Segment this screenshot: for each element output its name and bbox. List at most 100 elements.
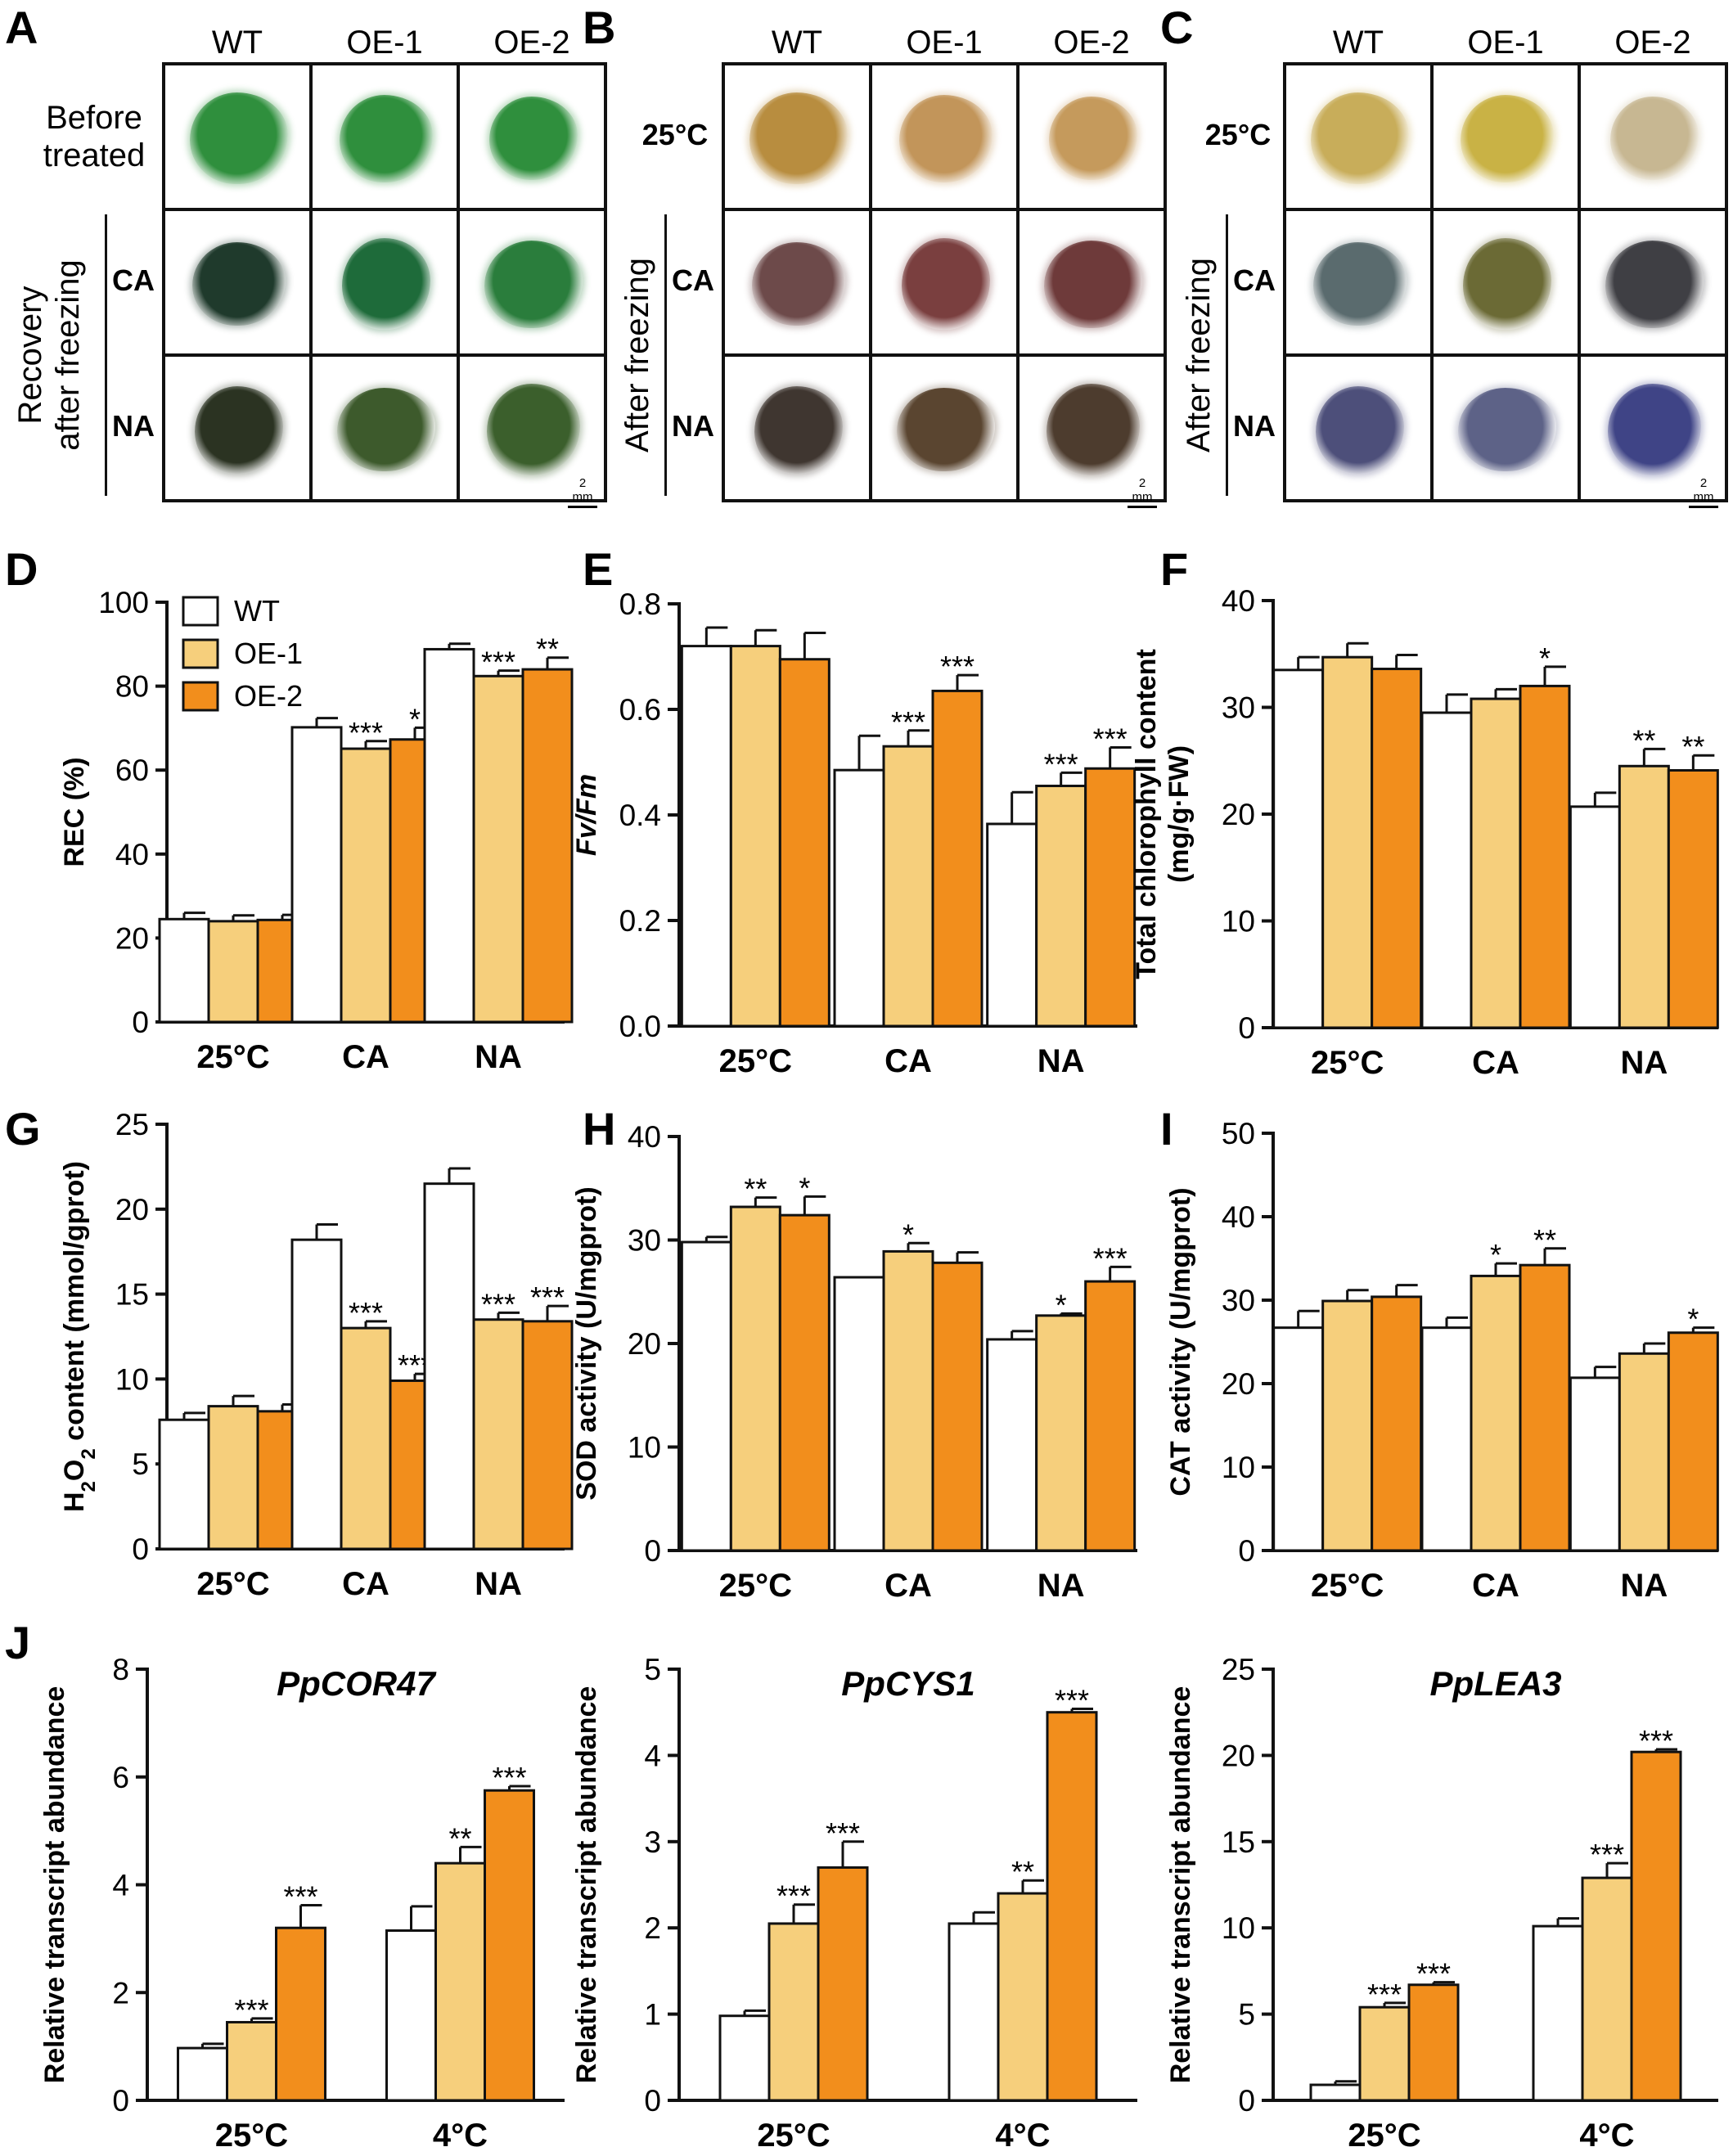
- photo-cell: [164, 355, 311, 501]
- y-tick-label: 10: [1222, 1911, 1255, 1945]
- row-label: Before treated: [43, 100, 146, 173]
- x-tick-label: 25°C: [196, 1039, 269, 1075]
- significance-marker: ***: [1093, 722, 1128, 755]
- y-tick-label: 20: [115, 921, 149, 955]
- y-tick-label: 8: [112, 1653, 129, 1686]
- bar-wt: [423, 647, 475, 1024]
- bar-oe-1: [1035, 785, 1087, 1028]
- x-tick-label: 25°C: [1311, 1045, 1384, 1081]
- legend-label: OE-2: [234, 679, 303, 713]
- row-label: NA: [672, 409, 714, 443]
- bar-wt: [1420, 1326, 1473, 1552]
- significance-marker: ***: [349, 716, 383, 749]
- bar-oe-1: [1035, 1314, 1087, 1552]
- photo-cell: [1432, 355, 1579, 501]
- bar-oe-1: [1618, 1352, 1670, 1552]
- y-tick-label: 0: [132, 1533, 149, 1566]
- y-tick-label: 25: [1222, 1653, 1255, 1686]
- significance-marker: *: [1490, 1238, 1501, 1272]
- moss-tissue-image: [1311, 92, 1409, 184]
- y-tick-label: 20: [628, 1327, 661, 1361]
- panel-label-j: J: [5, 1617, 31, 1668]
- y-tick-label: 6: [112, 1761, 129, 1794]
- significance-marker: *: [1539, 641, 1551, 675]
- x-tick-label: 25°C: [757, 2118, 830, 2154]
- photo-cell: [1579, 64, 1726, 209]
- bar-wt: [680, 645, 732, 1028]
- bar-wt: [423, 1182, 475, 1551]
- x-tick-label: CA: [342, 1039, 389, 1075]
- scale-bar: 2 mm: [1689, 476, 1718, 508]
- photo-cell: [311, 64, 458, 209]
- bar-oe-2: [817, 1866, 869, 2102]
- bar-oe-1: [207, 920, 259, 1024]
- bar-oe-2: [1667, 1331, 1719, 1552]
- row-label: CA: [112, 263, 155, 297]
- significance-marker: ***: [283, 1880, 317, 1914]
- bar-wt: [680, 1240, 732, 1552]
- photo-grid-frame: [1283, 62, 1728, 502]
- y-tick-label: 80: [115, 670, 149, 704]
- column-header-oe-2: OE-2: [1053, 25, 1130, 61]
- panel-label-h: H: [583, 1103, 616, 1155]
- y-tick-label: 0: [112, 2084, 129, 2118]
- x-tick-label: CA: [1472, 1045, 1519, 1081]
- bar-wt: [290, 726, 343, 1024]
- column-header-oe-1: OE-1: [346, 25, 423, 61]
- bar-wt: [986, 1338, 1038, 1552]
- significance-marker: ***: [1639, 1724, 1673, 1758]
- photo-cell: [1018, 209, 1165, 355]
- y-tick-label: 10: [1222, 1451, 1255, 1484]
- bar-oe-2: [1630, 1750, 1682, 2102]
- y-tick-label: 20: [1222, 1739, 1255, 1772]
- moss-tissue-image: [749, 92, 848, 184]
- bar-oe-2: [778, 658, 830, 1028]
- panel-label-f: F: [1160, 543, 1189, 595]
- y-tick-label: 0: [1238, 1011, 1255, 1045]
- y-tick-label: 2: [644, 1911, 661, 1945]
- bar-oe-1: [729, 1205, 781, 1552]
- x-tick-label: 25°C: [719, 1568, 792, 1604]
- y-tick-label: 15: [1222, 1825, 1255, 1859]
- moss-tissue-image: [484, 240, 583, 328]
- bar-wt: [158, 1418, 210, 1551]
- x-tick-label: CA: [885, 1568, 932, 1604]
- significance-marker: **: [1011, 1855, 1034, 1888]
- y-tick-label: 50: [1222, 1117, 1255, 1150]
- photo-cell: [1579, 209, 1726, 355]
- y-tick-label: 40: [1222, 584, 1255, 618]
- scale-bar: 2 mm: [568, 476, 597, 508]
- significance-marker: **: [536, 632, 559, 666]
- panel-label-c: C: [1160, 2, 1194, 53]
- significance-marker: ***: [940, 650, 975, 683]
- photo-cell: [164, 209, 311, 355]
- x-tick-label: NA: [1038, 1568, 1085, 1604]
- bar-oe-1: [434, 1861, 486, 2102]
- bar-oe-1: [997, 1892, 1049, 2102]
- chart-title: PpCYS1: [841, 1664, 975, 1703]
- photo-grid-frame: [722, 62, 1167, 502]
- panel-label-e: E: [583, 543, 614, 595]
- chart-title: PpCOR47: [277, 1664, 436, 1703]
- bar-wt: [177, 2046, 228, 2102]
- significance-marker: *: [799, 1171, 810, 1204]
- significance-marker: ***: [234, 1993, 268, 2027]
- y-axis-label: Relative transcript abundance: [39, 1686, 70, 2084]
- moss-tissue-image: [754, 385, 843, 474]
- y-tick-label: 30: [1222, 691, 1255, 725]
- bar-oe-1: [882, 745, 934, 1028]
- moss-tissue-image: [342, 238, 430, 330]
- y-tick-label: 5: [1238, 1998, 1255, 2032]
- y-axis-label: Relative transcript abundance: [571, 1686, 602, 2084]
- x-tick-label: CA: [342, 1566, 389, 1602]
- legend-label: OE-1: [234, 637, 303, 670]
- y-tick-label: 0: [644, 1534, 661, 1568]
- bar-oe-1: [207, 1405, 259, 1551]
- bar-oe-1: [1321, 1299, 1374, 1552]
- y-axis-label: REC (%): [59, 757, 90, 866]
- moss-tissue-image: [1461, 94, 1554, 182]
- bar-oe-1: [1470, 1274, 1522, 1552]
- y-tick-label: 3: [644, 1825, 661, 1859]
- y-axis-label: (mg/g·FW): [1164, 745, 1195, 883]
- significance-marker: ***: [1367, 1978, 1402, 2011]
